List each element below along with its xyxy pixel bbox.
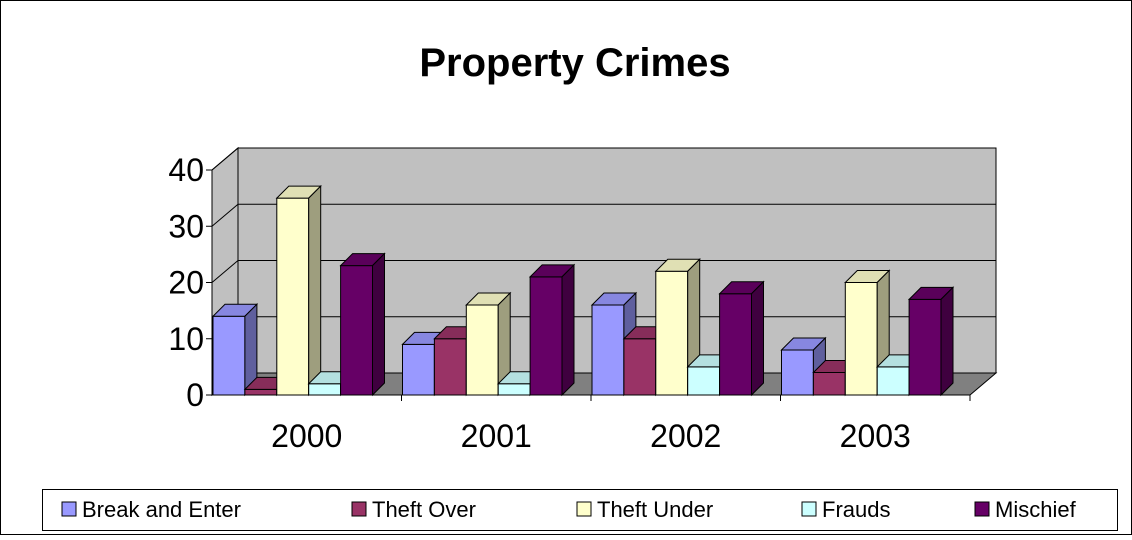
x-tick-labels: 2000 2001 2002 2003 bbox=[271, 418, 911, 454]
legend-swatch bbox=[61, 501, 77, 517]
bar-side bbox=[308, 184, 322, 397]
legend-label: Break and Enter bbox=[82, 497, 241, 522]
y-tick-label-0: 0 bbox=[186, 377, 204, 413]
legend-label: Theft Under bbox=[597, 497, 713, 522]
gridline-40 bbox=[211, 147, 996, 171]
bar-side bbox=[751, 280, 764, 397]
legend-item-theft-over: Theft Over bbox=[351, 497, 476, 522]
bar-front bbox=[276, 197, 310, 396]
bar-front bbox=[340, 265, 374, 396]
legend: Break and Enter Theft Over Theft Under Frau… bbox=[42, 489, 1118, 531]
bar-front bbox=[244, 388, 278, 396]
bar-mischief-2000 bbox=[339, 252, 386, 397]
bar-front bbox=[687, 366, 721, 396]
bar-front bbox=[433, 338, 467, 396]
legend-swatch bbox=[801, 501, 817, 517]
bar-front bbox=[402, 343, 435, 396]
legend-label: Theft Over bbox=[372, 497, 476, 522]
bar-side bbox=[561, 263, 575, 397]
bar-break-and-enter-2000 bbox=[211, 303, 259, 397]
x-tick-label-2002: 2002 bbox=[650, 418, 721, 454]
bar-front bbox=[529, 276, 563, 396]
legend-label: Frauds bbox=[822, 497, 890, 522]
legend-swatch bbox=[576, 501, 592, 517]
bar-front bbox=[844, 282, 878, 396]
legend-item-mischief: Mischief bbox=[974, 497, 1077, 522]
bar-break-and-enter-2002 bbox=[590, 291, 638, 397]
bars bbox=[211, 184, 955, 397]
chart-title: Property Crimes bbox=[419, 41, 730, 85]
y-tick-label-30: 30 bbox=[168, 208, 204, 244]
bar-side bbox=[940, 286, 954, 397]
bar-front bbox=[623, 338, 657, 396]
bar-theft-under-2000 bbox=[275, 184, 322, 397]
x-tick-label-2003: 2003 bbox=[840, 418, 911, 454]
bar-theft-under-2001 bbox=[465, 291, 512, 397]
legend-swatch bbox=[974, 501, 990, 517]
y-tick-label-10: 10 bbox=[168, 321, 204, 357]
legend-item-break-and-enter: Break and Enter bbox=[61, 497, 241, 522]
x-tick-label-2000: 2000 bbox=[271, 418, 342, 454]
bar-front bbox=[591, 304, 625, 396]
bar-front bbox=[781, 349, 814, 396]
bar-front bbox=[212, 315, 246, 396]
bar-front bbox=[812, 372, 846, 396]
y-tick-label-40: 40 bbox=[168, 152, 204, 188]
legend-label: Mischief bbox=[995, 497, 1077, 522]
gridline-30 bbox=[211, 203, 996, 227]
bar-front bbox=[497, 383, 531, 396]
legend-item-frauds: Frauds bbox=[801, 497, 890, 522]
bar-front bbox=[908, 298, 942, 396]
legend-swatch bbox=[351, 501, 367, 517]
bar-front bbox=[655, 270, 689, 396]
y-tick-labels: 0 10 20 30 40 bbox=[168, 152, 204, 413]
bar-front bbox=[308, 383, 342, 396]
legend-item-theft-under: Theft Under bbox=[576, 497, 713, 522]
gridline-20 bbox=[211, 260, 996, 283]
bar-side bbox=[372, 252, 385, 397]
bar-front bbox=[719, 293, 752, 396]
bar-front bbox=[465, 304, 499, 396]
x-tick-label-2001: 2001 bbox=[461, 418, 532, 454]
bar-mischief-2003 bbox=[907, 286, 955, 397]
bar-front bbox=[876, 366, 910, 396]
bar-mischief-2002 bbox=[718, 280, 765, 397]
y-tick-label-20: 20 bbox=[168, 265, 204, 301]
axes bbox=[206, 169, 971, 401]
bar-mischief-2001 bbox=[528, 263, 576, 397]
